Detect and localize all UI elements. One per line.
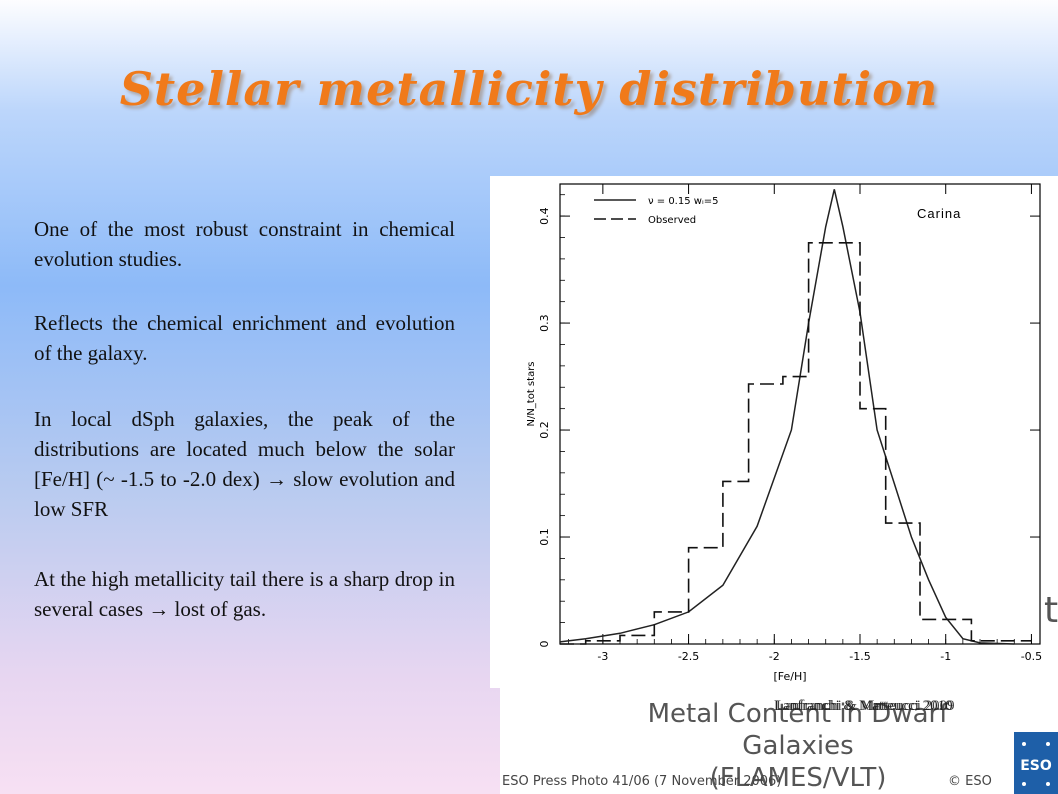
plot-frame <box>559 183 1041 645</box>
paragraph-1: One of the most robust constraint in che… <box>34 217 455 271</box>
metallicity-chart: -3 -2.5 -2 -1.5 -1 -0.5 0 0.1 0.2 0.3 0.4 [Fe/H] N/N… <box>526 183 1042 683</box>
x-tick-label: -1 <box>940 650 951 663</box>
press-title: Metal Content in Dwarf Galaxies (FLAMES/… <box>608 698 988 794</box>
press-copyright: © ESO <box>948 774 992 789</box>
x-tick-label: -0.5 <box>1021 650 1042 663</box>
model-curve <box>559 189 1015 645</box>
x-tick-label: -1.5 <box>849 650 870 663</box>
press-title-line1: Metal Content in Dwarf Galaxies <box>647 699 949 761</box>
paragraph-3: In local dSph galaxies, the peak of the … <box>34 407 455 521</box>
y-tick-label: 0.2 <box>538 421 551 439</box>
legend-label-model: ν = 0.15 wᵢ=5 <box>648 196 718 207</box>
chart-panel: -3 -2.5 -2 -1.5 -1 -0.5 0 0.1 0.2 0.3 0.4 [Fe/H] N/N… <box>490 176 1058 688</box>
eso-logo: ESO <box>1014 732 1058 794</box>
cropped-glyph: t <box>1044 590 1058 631</box>
eso-press-panel: Metal Content in Dwarf Galaxies (FLAMES/… <box>500 688 1058 794</box>
y-tick-label: 0 <box>538 641 551 648</box>
observed-histogram <box>560 242 1032 645</box>
citation-2009: Lanfranchi & Matteucci 2009 <box>776 698 955 714</box>
x-tick-label: -2 <box>769 650 780 663</box>
y-tick-label: 0.3 <box>538 314 551 332</box>
slide-title: Stellar metallicity distribution <box>119 62 939 116</box>
paragraph-2: Reflects the chemical enrichment and evo… <box>34 311 455 365</box>
carina-annotation: Carina <box>917 206 961 221</box>
x-tick-label: -3 <box>597 650 608 663</box>
y-axis-label: N/N_tot stars <box>526 361 537 426</box>
eso-logo-text: ESO <box>1020 758 1052 774</box>
x-axis-label: [Fe/H] <box>773 670 806 683</box>
y-tick-label: 0.4 <box>538 207 551 225</box>
x-tick-label: -2.5 <box>678 650 699 663</box>
y-tick-label: 0.1 <box>538 528 551 546</box>
press-caption: ESO Press Photo 41/06 (7 November 2006) <box>502 774 782 789</box>
paragraph-4: At the high metallicity tail there is a … <box>34 567 455 621</box>
citation-2010: Lanfranchi & Matteucci 2010 <box>774 698 953 714</box>
press-title-line2: (FLAMES/VLT) <box>709 763 887 793</box>
legend-label-observed: Observed <box>648 215 696 226</box>
